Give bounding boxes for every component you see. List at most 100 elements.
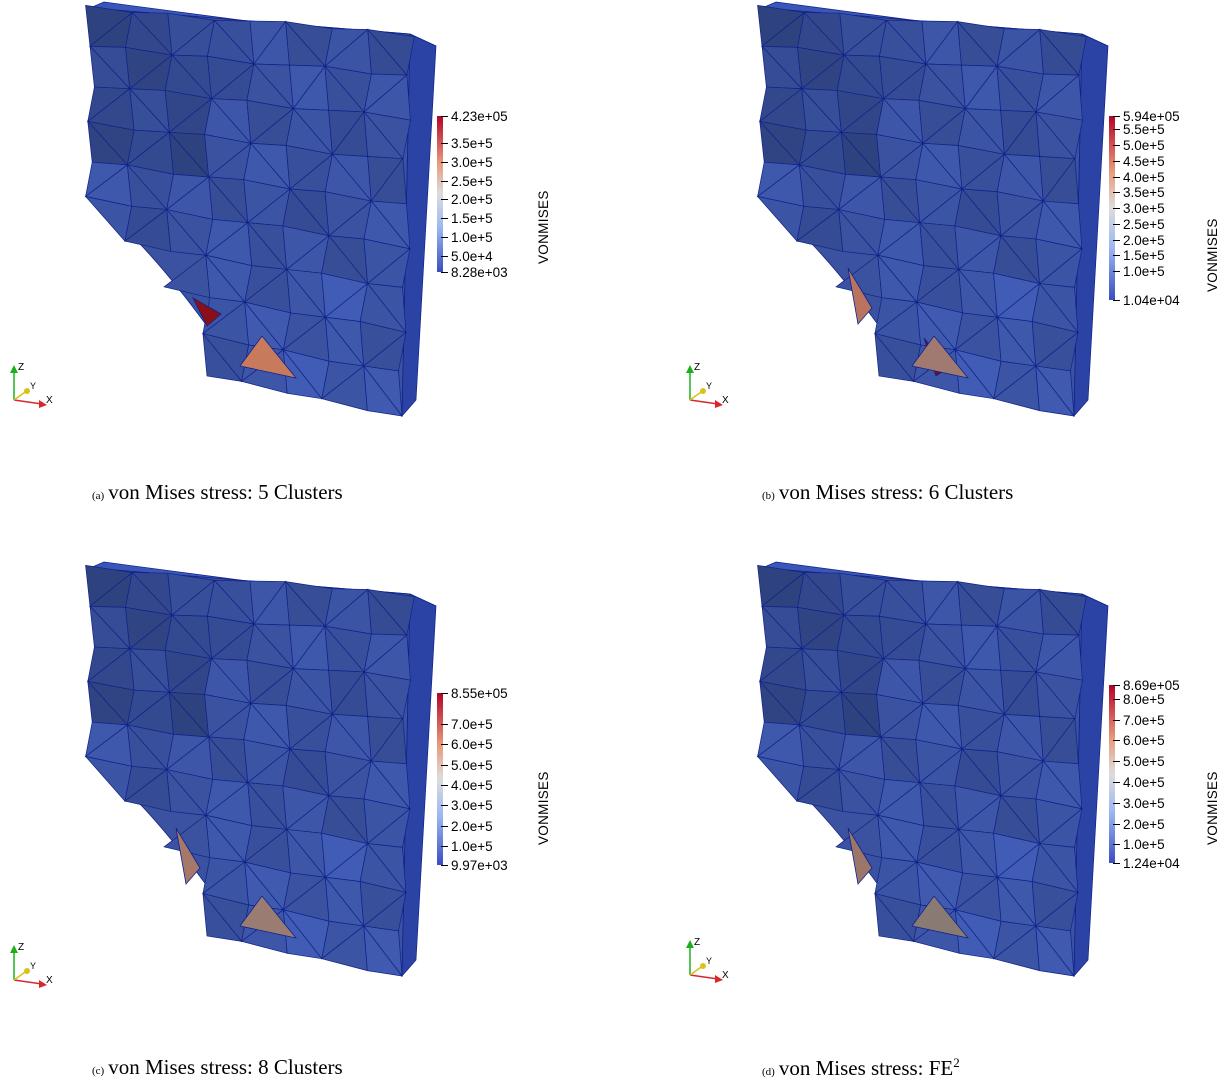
tick-mark	[1113, 223, 1120, 225]
mesh-element	[363, 924, 403, 977]
tick-label: 6.0e+5	[1123, 733, 1165, 749]
colorbar-c	[437, 693, 443, 865]
svg-text:Z: Z	[18, 942, 24, 953]
colorbar-tick: 2.5e+5	[1113, 217, 1165, 232]
tick-label: 8.55e+05	[451, 685, 508, 701]
colorbar-tick: 5.0e+5	[441, 758, 493, 773]
svg-text:Z: Z	[18, 362, 24, 373]
tick-mark	[1113, 823, 1120, 825]
caption-text-b: von Mises stress: 6 Clusters	[778, 480, 1014, 504]
plate-mesh	[756, 1, 1109, 418]
colorbar-tick: 4.0e+5	[1113, 775, 1165, 790]
mesh-plot-b	[756, 1, 1109, 418]
tick-mark	[1113, 145, 1120, 147]
tick-label: 1.5e+5	[451, 211, 493, 227]
colorbar-tick: 3.5e+5	[441, 135, 493, 151]
panel-c: 8.55e+05 7.0e+5 6.0e+5 5.0e+5 4.0e+5 3.0e+5 2.…	[0, 560, 615, 1086]
tick-mark	[441, 218, 448, 220]
colorbar-tick: 3.5e+5	[1113, 185, 1165, 200]
tick-mark	[441, 199, 448, 201]
stress-hotspot	[911, 895, 970, 939]
tick-mark	[441, 744, 448, 746]
tick-mark	[1113, 129, 1120, 131]
stress-hotspot	[192, 296, 222, 327]
stress-hotspot	[239, 335, 298, 379]
tick-mark	[1113, 176, 1120, 178]
caption-tag-c: (c)	[92, 1065, 105, 1077]
colorbar-tick: 1.5e+5	[1113, 248, 1165, 263]
colorbar-title-a: VONMISES	[536, 190, 551, 264]
colorbar-tick: 2.0e+5	[441, 192, 493, 208]
tick-mark	[1113, 160, 1120, 162]
tick-label: 1.04e+04	[1123, 292, 1180, 308]
colorbar-tick: 8.0e+5	[1113, 692, 1165, 707]
colorbar-tick: 5.0e+5	[1113, 138, 1165, 154]
tick-label: 8.28e+03	[451, 264, 508, 280]
caption-text-a: von Mises stress: 5 Clusters	[108, 480, 343, 504]
colorbar-tick: 4.0e+5	[1113, 170, 1165, 185]
tick-mark	[441, 785, 448, 787]
colorbar-d	[1109, 685, 1115, 863]
mesh-element	[1035, 364, 1075, 417]
tick-label: 3.0e+5	[1123, 795, 1165, 811]
mesh-element	[1035, 924, 1075, 977]
colorbar-tick: 2.0e+5	[441, 819, 493, 834]
svg-text:Y: Y	[706, 956, 712, 966]
stress-hotspot	[847, 267, 873, 325]
tick-label: 5.94e+05	[1123, 108, 1180, 124]
caption-d: (d) von Mises stress: FE2	[762, 1055, 960, 1081]
tick-mark	[441, 864, 448, 866]
tick-label: 2.0e+5	[451, 192, 493, 208]
tick-label: 3.5e+5	[451, 135, 493, 151]
colorbar-tick: 7.0e+5	[1113, 712, 1165, 728]
colorbar-tick: 1.0e+5	[1113, 837, 1165, 852]
tick-label: 7.0e+5	[1123, 712, 1165, 728]
colorbar-tick: 5.0e+4	[441, 248, 493, 264]
plate-mesh	[84, 1, 437, 418]
mesh-element	[838, 208, 879, 256]
tick-mark	[441, 692, 448, 694]
colorbar-tick: 1.0e+5	[441, 839, 493, 855]
mesh-plot-c	[84, 561, 437, 978]
tick-mark	[441, 236, 448, 238]
tick-mark	[1113, 740, 1120, 742]
tick-mark	[1113, 299, 1120, 301]
colorbar-tick: 2.5e+5	[441, 174, 493, 189]
tick-mark	[441, 142, 448, 144]
caption-text-d: von Mises stress: FE	[778, 1056, 954, 1080]
tick-mark	[1113, 719, 1120, 721]
tick-mark	[1113, 781, 1120, 783]
colorbar-title-d: VONMISES	[1205, 771, 1220, 845]
svg-text:Y: Y	[706, 381, 712, 391]
tick-mark	[441, 825, 448, 827]
panel-a: 4.23e+05 3.5e+5 3.0e+5 2.5e+5 2.0e+5 1.5e+5 1.…	[0, 0, 615, 540]
stress-hotspot	[911, 335, 970, 379]
tick-label: 1.24e+04	[1123, 855, 1180, 871]
tick-label: 2.0e+5	[1123, 232, 1165, 248]
colorbar-tick: 8.55e+05	[441, 685, 508, 701]
tick-mark	[1113, 115, 1120, 117]
caption-a: (a) von Mises stress: 5 Clusters	[92, 480, 343, 505]
mesh-element	[874, 332, 915, 382]
tick-mark	[441, 115, 448, 117]
stress-hotspot	[175, 827, 201, 885]
mesh-element	[166, 768, 207, 816]
stress-hotspot	[847, 827, 873, 885]
mesh-element	[202, 892, 243, 942]
tick-mark	[1113, 862, 1120, 864]
tick-label: 5.0e+4	[451, 248, 493, 264]
tick-label: 1.0e+5	[451, 839, 493, 855]
colorbar-tick: 8.28e+03	[441, 264, 508, 280]
colorbar-tick: 3.0e+5	[441, 155, 493, 170]
colorbar-tick: 5.94e+05	[1113, 108, 1180, 124]
plate-mesh	[756, 561, 1109, 978]
tick-mark	[441, 724, 448, 726]
tick-label: 5.0e+5	[1123, 138, 1165, 154]
svg-text:X: X	[46, 975, 53, 986]
colorbar-tick: 1.24e+04	[1113, 855, 1180, 871]
caption-c: (c) von Mises stress: 8 Clusters	[92, 1055, 343, 1080]
colorbar-tick: 9.97e+03	[441, 858, 508, 873]
tick-mark	[1113, 684, 1120, 686]
colorbar-tick: 3.0e+5	[441, 798, 493, 813]
tick-mark	[1113, 761, 1120, 763]
